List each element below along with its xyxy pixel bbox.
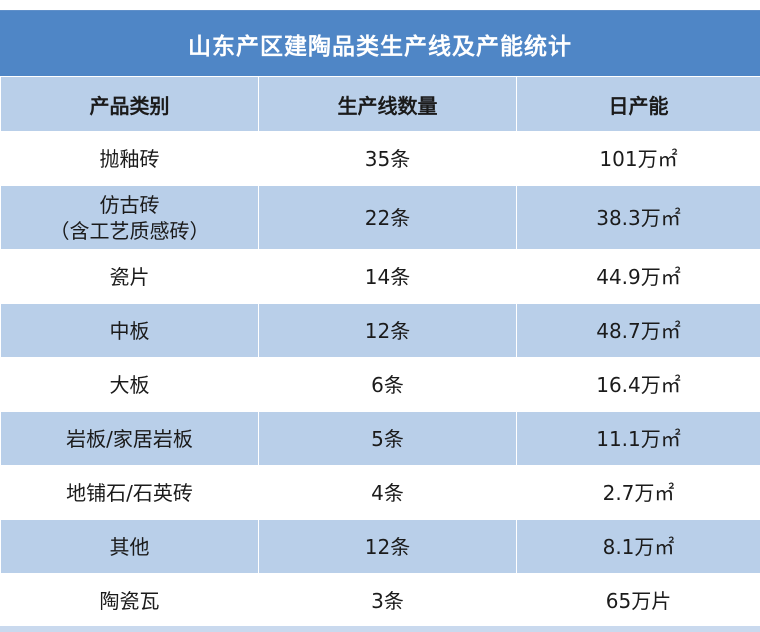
- table-row: 地铺石/石英砖 4条 2.7万㎡: [0, 465, 760, 520]
- table-row: 抛釉砖 35条 101万㎡: [0, 131, 760, 186]
- category-cell: 其他: [0, 519, 259, 574]
- category-cell: 陶瓷瓦: [0, 573, 259, 628]
- table-row: 仿古砖 （含工艺质感砖） 22条 38.3万㎡: [0, 185, 760, 250]
- capacity-cell: 2.7万㎡: [516, 465, 760, 520]
- lines-cell: 5条: [258, 411, 517, 466]
- table-row: 中板 12条 48.7万㎡: [0, 303, 760, 358]
- capacity-cell: 48.7万㎡: [516, 303, 760, 358]
- header-row: 产品类别 生产线数量 日产能: [0, 76, 760, 132]
- table-row: 岩板/家居岩板 5条 11.1万㎡: [0, 411, 760, 466]
- table-row: 瓷片 14条 44.9万㎡: [0, 249, 760, 304]
- lines-cell: 3条: [258, 573, 517, 628]
- capacity-cell: 11.1万㎡: [516, 411, 760, 466]
- table-row: 其他 12条 8.1万㎡: [0, 519, 760, 574]
- capacity-cell: 16.4万㎡: [516, 357, 760, 412]
- lines-cell: 35条: [258, 131, 517, 186]
- category-cell: 瓷片: [0, 249, 259, 304]
- category-cell: 仿古砖 （含工艺质感砖）: [0, 185, 259, 250]
- lines-cell: 14条: [258, 249, 517, 304]
- category-cell: 岩板/家居岩板: [0, 411, 259, 466]
- capacity-cell: 101万㎡: [516, 131, 760, 186]
- category-cell: 抛釉砖: [0, 131, 259, 186]
- table-row: 大板 6条 16.4万㎡: [0, 357, 760, 412]
- bottom-divider: [0, 626, 760, 632]
- category-cell: 大板: [0, 357, 259, 412]
- lines-cell: 4条: [258, 465, 517, 520]
- header-category: 产品类别: [0, 76, 259, 132]
- capacity-cell: 44.9万㎡: [516, 249, 760, 304]
- table-title: 山东产区建陶品类生产线及产能统计: [0, 10, 760, 76]
- lines-cell: 12条: [258, 303, 517, 358]
- header-capacity: 日产能: [516, 76, 760, 132]
- capacity-cell: 38.3万㎡: [516, 185, 760, 250]
- capacity-table: 产品类别 生产线数量 日产能 抛釉砖 35条 101万㎡ 仿古砖 （含工艺质感砖…: [0, 76, 760, 628]
- lines-cell: 12条: [258, 519, 517, 574]
- lines-cell: 22条: [258, 185, 517, 250]
- category-subtitle: （含工艺质感砖）: [49, 218, 210, 243]
- category-cell: 地铺石/石英砖: [0, 465, 259, 520]
- header-lines: 生产线数量: [258, 76, 517, 132]
- category-cell: 中板: [0, 303, 259, 358]
- capacity-cell: 65万片: [516, 573, 760, 628]
- capacity-cell: 8.1万㎡: [516, 519, 760, 574]
- lines-cell: 6条: [258, 357, 517, 412]
- table-row: 陶瓷瓦 3条 65万片: [0, 573, 760, 628]
- category-main: 仿古砖: [99, 192, 160, 217]
